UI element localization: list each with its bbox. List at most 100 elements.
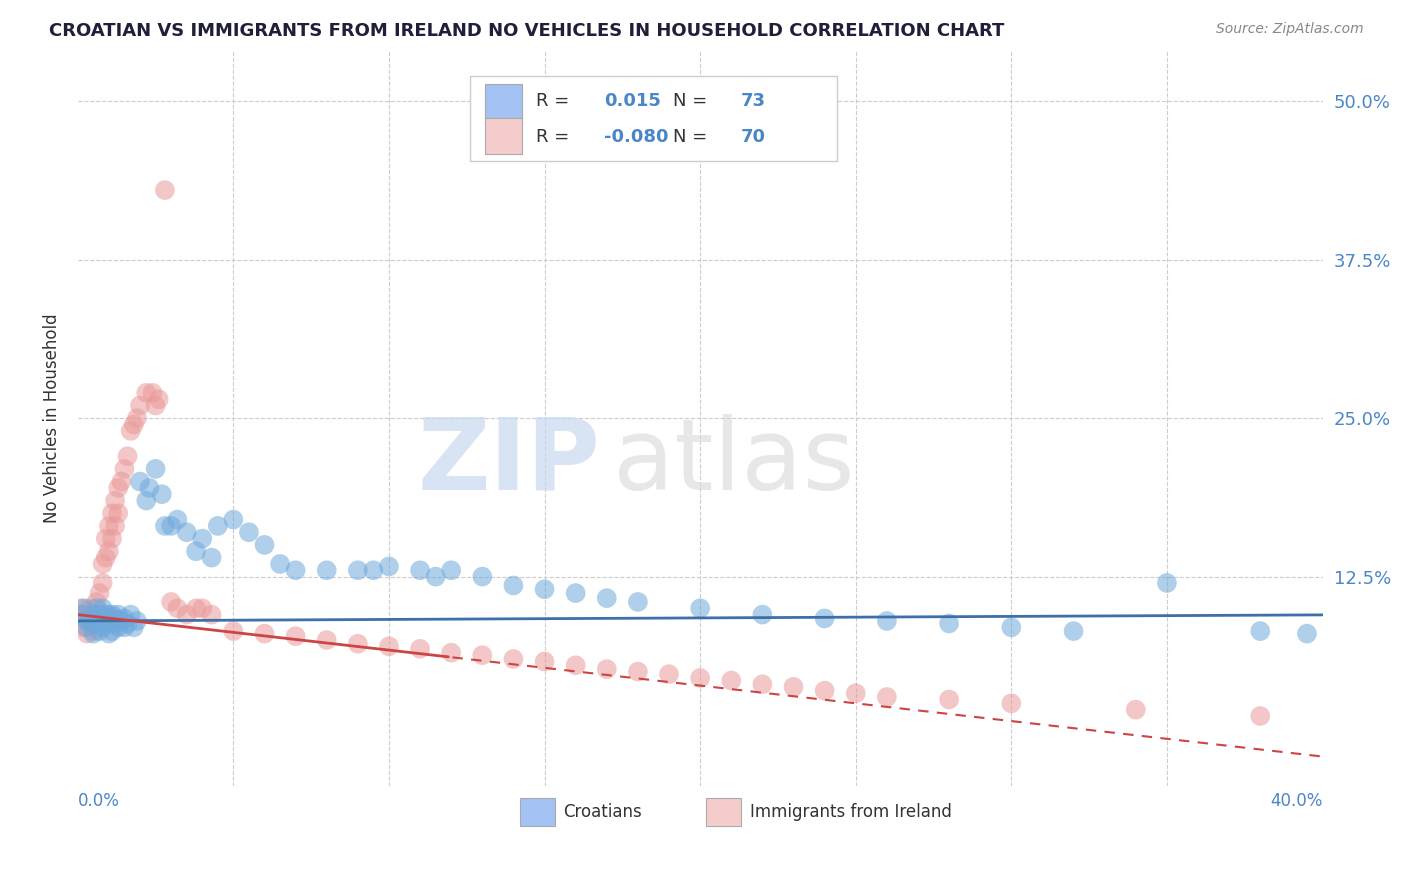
Point xyxy=(1249,709,1271,723)
Point xyxy=(1125,703,1147,717)
Point xyxy=(782,680,804,694)
Point xyxy=(101,532,124,546)
Point xyxy=(1249,624,1271,639)
Point xyxy=(141,385,163,400)
Text: N =: N = xyxy=(672,128,713,145)
Point xyxy=(89,607,111,622)
Point xyxy=(138,481,160,495)
Point xyxy=(104,493,127,508)
Point xyxy=(82,624,104,639)
Bar xyxy=(706,798,741,826)
Point xyxy=(658,667,681,681)
Point xyxy=(91,557,114,571)
Point xyxy=(73,620,96,634)
Point xyxy=(82,626,104,640)
Point xyxy=(94,532,117,546)
Point xyxy=(315,563,337,577)
Point xyxy=(145,462,167,476)
Point xyxy=(86,595,108,609)
Text: N =: N = xyxy=(672,93,713,111)
Point xyxy=(253,626,276,640)
Point xyxy=(70,607,93,622)
Point xyxy=(751,607,773,622)
Point xyxy=(97,607,120,622)
Point xyxy=(73,601,96,615)
Point xyxy=(94,607,117,622)
Text: Source: ZipAtlas.com: Source: ZipAtlas.com xyxy=(1216,22,1364,37)
Point xyxy=(129,475,152,489)
Point xyxy=(145,399,167,413)
Point xyxy=(107,607,129,622)
Point xyxy=(564,658,586,673)
Point xyxy=(238,525,260,540)
Point xyxy=(720,673,742,688)
Point xyxy=(1000,696,1022,710)
Point xyxy=(97,614,120,628)
Point xyxy=(502,652,524,666)
Point xyxy=(253,538,276,552)
Point xyxy=(876,614,898,628)
Point xyxy=(129,399,152,413)
Point xyxy=(89,624,111,639)
Point xyxy=(89,586,111,600)
Point xyxy=(1156,576,1178,591)
Point xyxy=(315,632,337,647)
Point xyxy=(76,614,98,628)
Point xyxy=(122,620,145,634)
Point xyxy=(91,576,114,591)
Point xyxy=(814,611,837,625)
Point xyxy=(73,607,96,622)
Point xyxy=(79,616,101,631)
Point xyxy=(153,183,176,197)
Bar xyxy=(485,119,522,153)
Point xyxy=(160,595,183,609)
Point xyxy=(627,595,650,609)
Point xyxy=(533,582,555,597)
Y-axis label: No Vehicles in Household: No Vehicles in Household xyxy=(44,313,60,523)
Point xyxy=(751,677,773,691)
Point xyxy=(207,519,229,533)
Point xyxy=(409,563,432,577)
Point xyxy=(110,614,132,628)
Point xyxy=(814,683,837,698)
Point xyxy=(176,607,198,622)
Point xyxy=(222,512,245,526)
Point xyxy=(91,620,114,634)
Point xyxy=(117,616,139,631)
Point xyxy=(533,655,555,669)
Point xyxy=(79,616,101,631)
Bar xyxy=(520,798,554,826)
Point xyxy=(440,646,463,660)
Point xyxy=(86,601,108,615)
Text: atlas: atlas xyxy=(613,414,855,511)
Point xyxy=(107,506,129,520)
Point xyxy=(107,620,129,634)
Point xyxy=(70,601,93,615)
Point xyxy=(876,690,898,704)
Point xyxy=(110,475,132,489)
Text: 0.0%: 0.0% xyxy=(77,792,120,810)
Point xyxy=(114,462,136,476)
Point xyxy=(1063,624,1085,639)
Point xyxy=(86,616,108,631)
Point xyxy=(76,611,98,625)
Point xyxy=(471,648,494,662)
Point xyxy=(125,411,148,425)
Point xyxy=(425,569,447,583)
Text: 70: 70 xyxy=(741,128,766,145)
Point xyxy=(97,544,120,558)
Point xyxy=(114,620,136,634)
Point xyxy=(114,611,136,625)
Point xyxy=(160,519,183,533)
Point xyxy=(184,544,207,558)
Point xyxy=(153,519,176,533)
Point xyxy=(347,563,370,577)
Text: R =: R = xyxy=(536,128,575,145)
Point xyxy=(79,601,101,615)
Point xyxy=(117,449,139,463)
Point xyxy=(938,692,960,706)
Point xyxy=(82,607,104,622)
Point xyxy=(135,385,157,400)
Point xyxy=(176,525,198,540)
Point xyxy=(166,512,188,526)
